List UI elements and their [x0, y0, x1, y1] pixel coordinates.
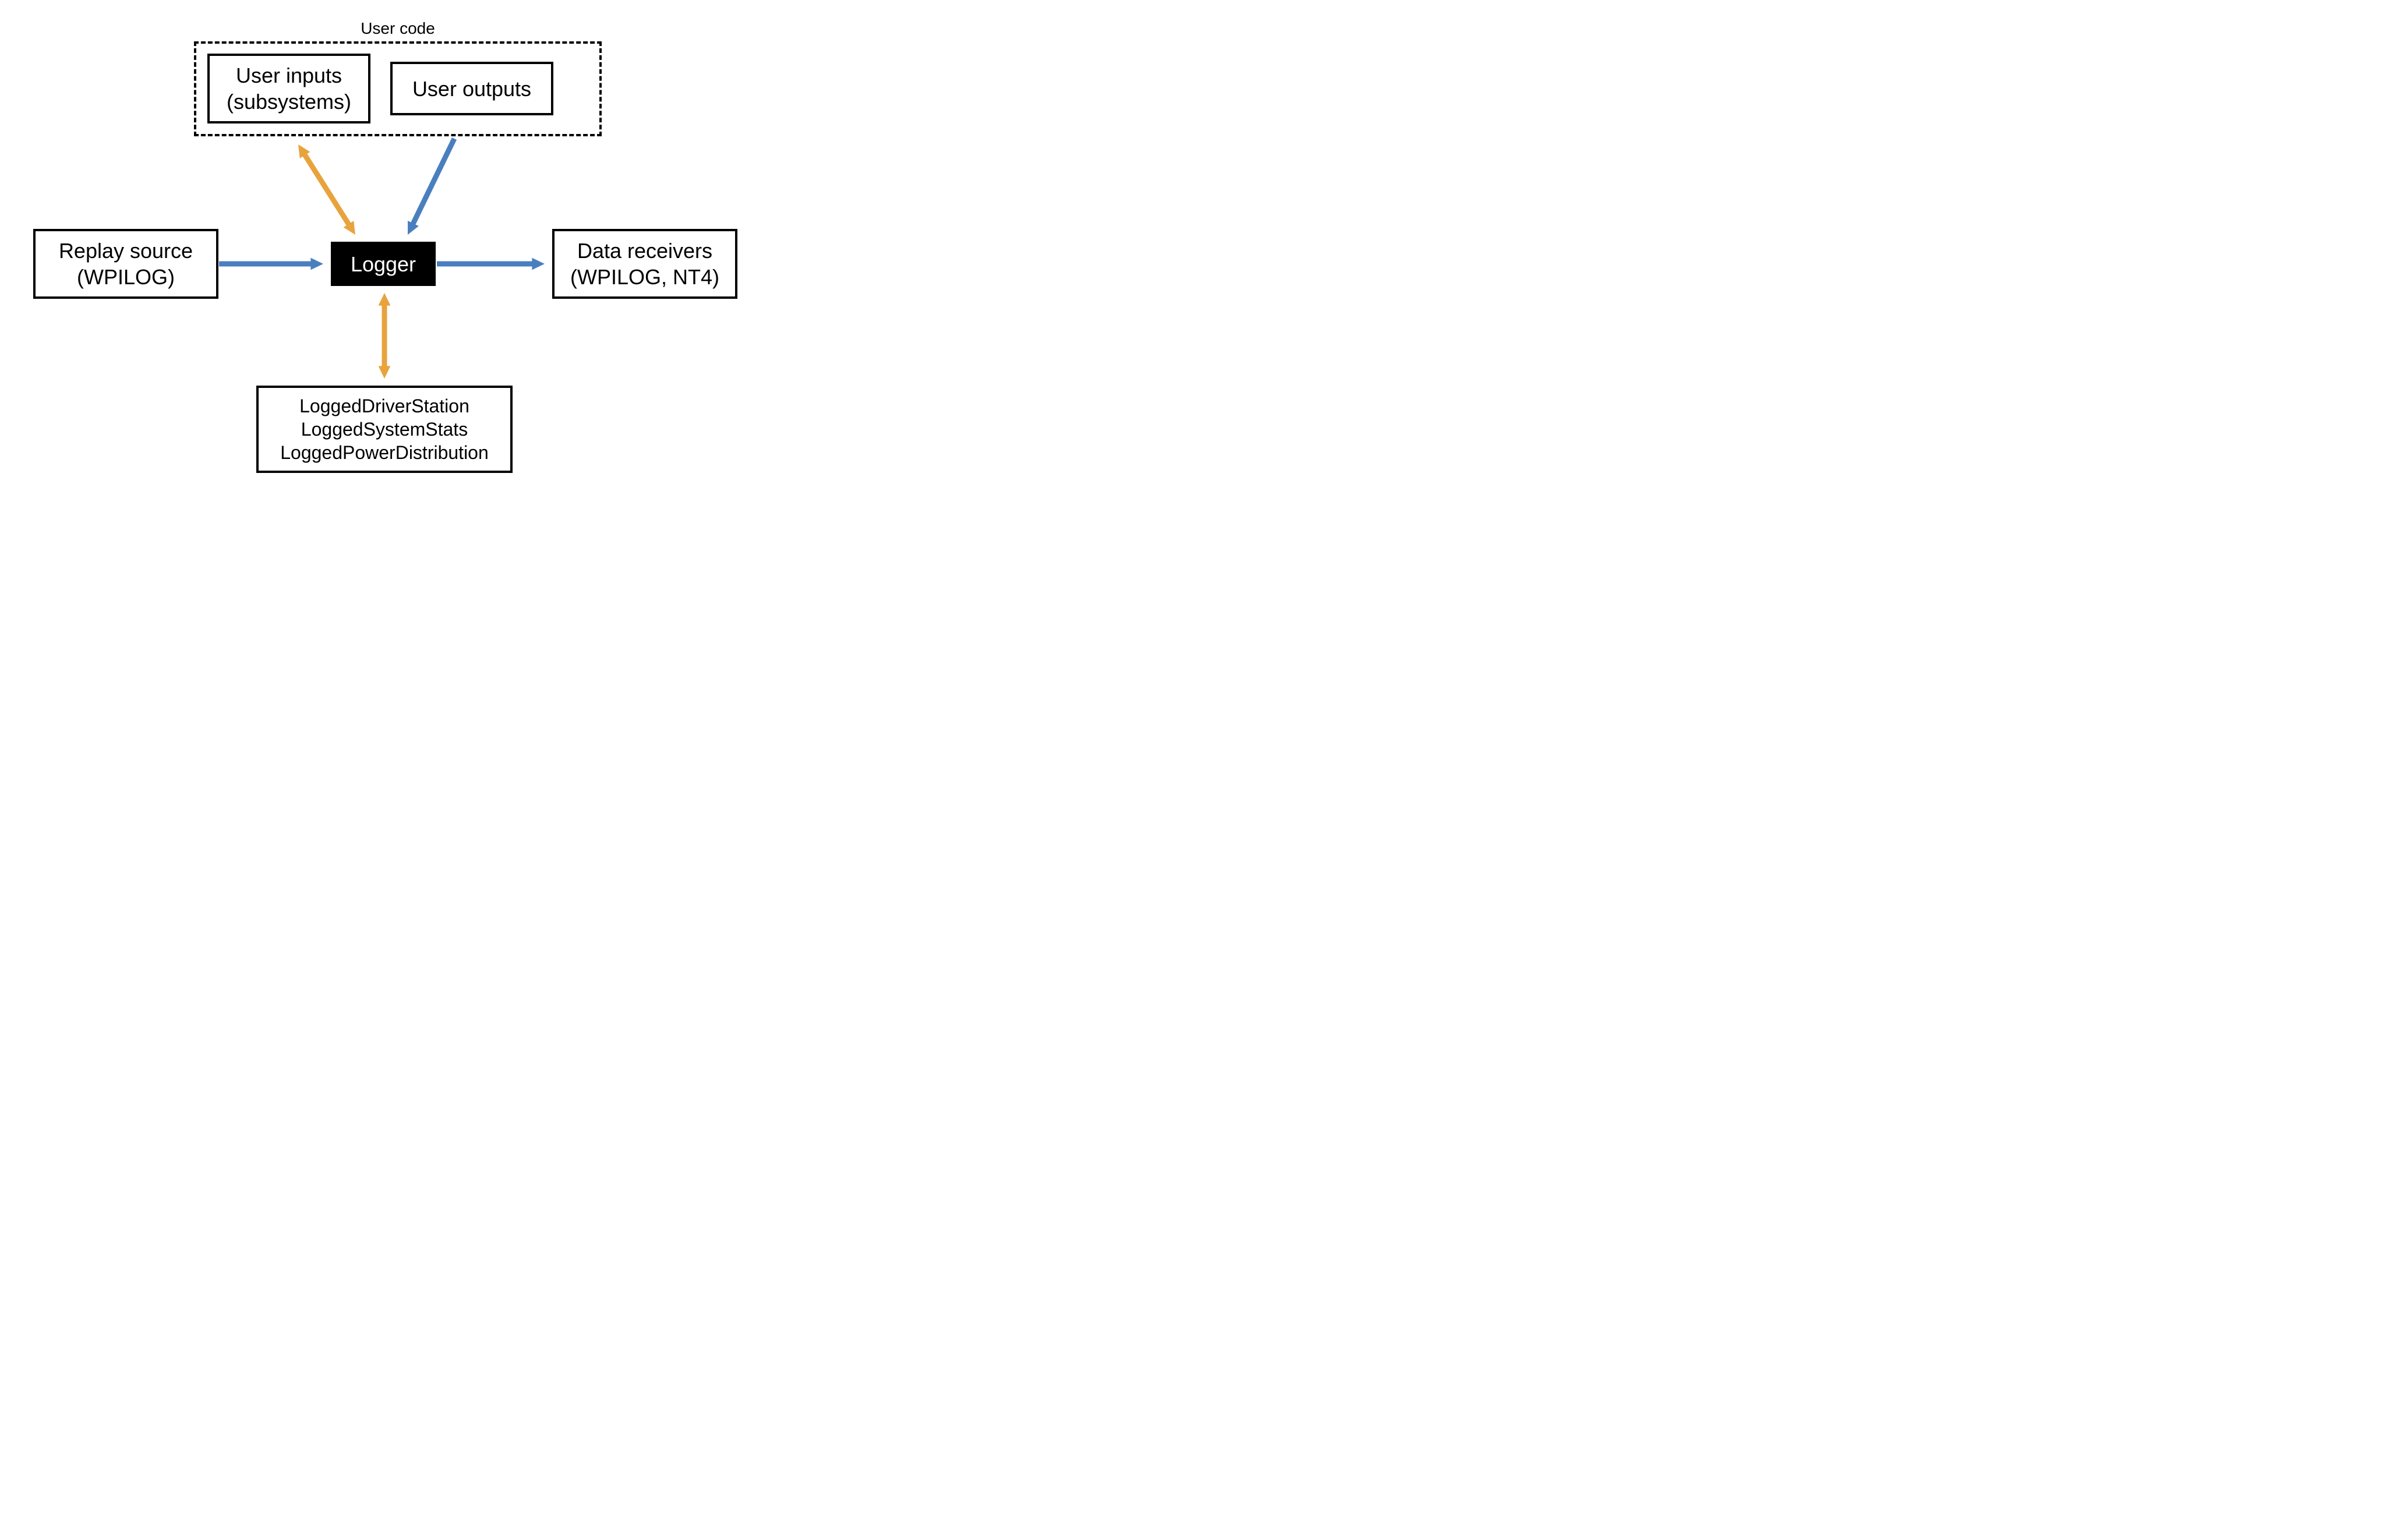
node-text-line: Data receivers — [577, 238, 712, 264]
node-text-line: LoggedSystemStats — [301, 418, 468, 441]
user-outputs-node: User outputs — [390, 62, 553, 115]
user-code-group-label: User code — [194, 19, 602, 38]
node-text-line: Logger — [351, 251, 416, 277]
node-text-line: User inputs — [236, 62, 342, 89]
user-inputs-node: User inputs(subsystems) — [207, 54, 370, 123]
node-text-line: (subsystems) — [227, 89, 351, 115]
logger-node: Logger — [331, 242, 436, 286]
node-text-line: LoggedDriverStation — [299, 394, 469, 418]
node-text-line: (WPILOG) — [77, 264, 175, 290]
replay-source-node: Replay source(WPILOG) — [33, 229, 218, 299]
node-text-line: (WPILOG, NT4) — [570, 264, 719, 290]
logged-classes-node: LoggedDriverStationLoggedSystemStatsLogg… — [256, 386, 513, 473]
node-text-line: User outputs — [412, 76, 531, 102]
node-text-line: Replay source — [59, 238, 193, 264]
data-receivers-node: Data receivers(WPILOG, NT4) — [552, 229, 737, 299]
logger-architecture-diagram: User code User inputs(subsystems) User o… — [0, 0, 803, 514]
node-text-line: LoggedPowerDistribution — [280, 441, 489, 464]
